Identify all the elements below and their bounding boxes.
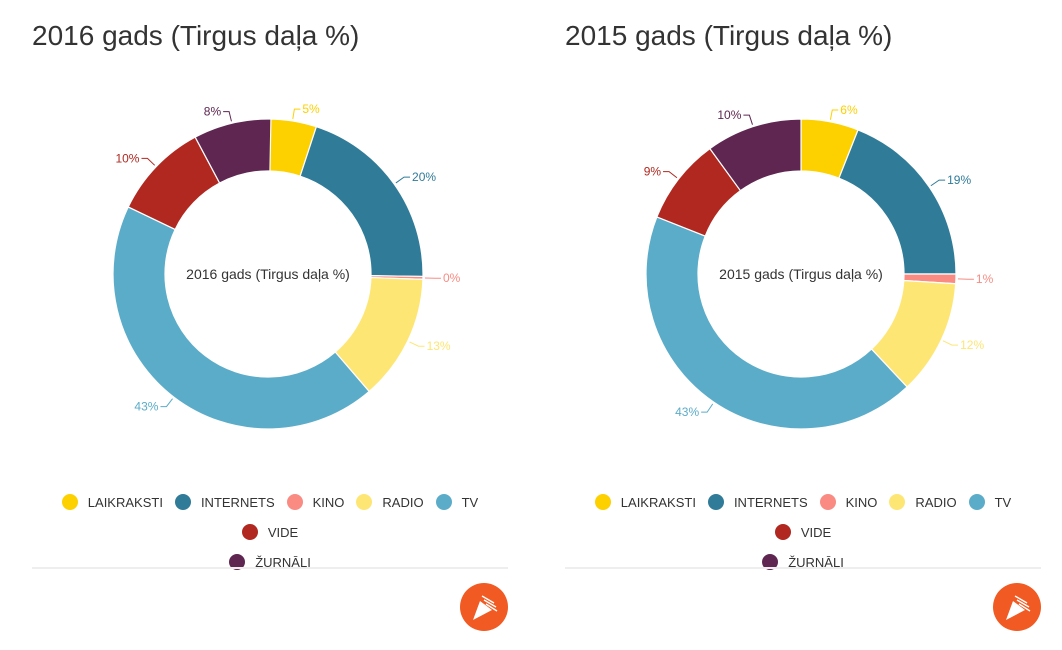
legend-label: ŽURNĀLI xyxy=(255,555,311,570)
legend: LAIKRAKSTI INTERNETS KINO RADIO TV VIDE ŽURNĀL… xyxy=(565,488,1041,578)
data-label-zurnali: 10% xyxy=(717,108,741,122)
label-leader-line xyxy=(743,114,753,125)
chart-title: 2015 gads (Tirgus daļa %) xyxy=(565,20,893,51)
chart-title: 2016 gads (Tirgus daļa %) xyxy=(32,20,360,51)
data-label-internets: 20% xyxy=(412,170,436,184)
label-leader-line xyxy=(942,340,959,346)
logo-stripe xyxy=(483,599,497,608)
chart-panel-2015: 2015 gads (Tirgus daļa %) 6% 19% 1% 12% 43% 9… xyxy=(565,0,1041,650)
donut-chart: 5% 20% 0% 13% 43% 10% 8% 2016 gads (Tirgus daļa… xyxy=(112,102,461,430)
legend-item-vide[interactable]: VIDE xyxy=(774,518,832,548)
label-leader-line xyxy=(395,176,411,184)
legend-swatch xyxy=(241,523,258,540)
slice-internets[interactable] xyxy=(299,125,424,278)
legend-item-zurnali[interactable]: ŽURNĀLI xyxy=(229,548,311,578)
slice-zurnali[interactable] xyxy=(709,118,802,192)
logo-stripe xyxy=(1018,603,1031,612)
logo-stripe xyxy=(485,603,498,612)
legend-label: VIDE xyxy=(267,525,299,540)
legend-label: RADIO xyxy=(382,495,424,510)
data-label-radio: 12% xyxy=(960,338,984,352)
divider xyxy=(32,567,508,569)
legend-item-laikraksti[interactable]: LAIKRAKSTI xyxy=(61,488,163,518)
legend-label: LAIKRAKSTI xyxy=(87,495,163,510)
legend-item-kino[interactable]: KINO xyxy=(286,488,345,518)
data-label-laikraksti: 5% xyxy=(302,102,320,116)
legend-label: RADIO xyxy=(915,495,957,510)
label-leader-line xyxy=(930,179,946,187)
legend-label: KINO xyxy=(845,495,878,510)
data-label-laikraksti: 6% xyxy=(840,103,858,117)
divider xyxy=(565,567,1041,569)
slice-tv[interactable] xyxy=(645,216,908,430)
legend-item-laikraksti[interactable]: LAIKRAKSTI xyxy=(594,488,696,518)
logo-stripe xyxy=(1016,599,1030,608)
legend-swatch xyxy=(435,493,452,510)
legend: LAIKRAKSTI INTERNETS KINO RADIO TV VIDE ŽURNĀL… xyxy=(32,488,508,578)
legend-swatch xyxy=(889,493,906,510)
data-label-kino: 1% xyxy=(976,272,994,286)
legend-item-radio[interactable]: RADIO xyxy=(889,488,957,518)
legend-label: INTERNETS xyxy=(200,495,275,510)
legend-swatch xyxy=(774,523,791,540)
legend-label: TV xyxy=(461,495,479,510)
legend-item-zurnali[interactable]: ŽURNĀLI xyxy=(762,548,844,578)
legend-swatch xyxy=(174,493,191,510)
data-label-tv: 43% xyxy=(134,400,158,414)
legend-swatch xyxy=(61,493,78,510)
legend-swatch xyxy=(707,493,724,510)
legend-label: VIDE xyxy=(800,525,832,540)
legend-swatch xyxy=(356,493,373,510)
donut-chart: 6% 19% 1% 12% 43% 9% 10% 2015 gads (Tirgus daļa… xyxy=(644,103,994,430)
label-leader-line xyxy=(409,341,425,347)
data-label-internets: 19% xyxy=(947,173,971,187)
data-label-tv: 43% xyxy=(675,405,699,419)
legend-label: TV xyxy=(994,495,1012,510)
legend-item-internets[interactable]: INTERNETS xyxy=(707,488,808,518)
slice-tv[interactable] xyxy=(112,206,371,430)
data-label-radio: 13% xyxy=(427,339,451,353)
center-label: 2016 gads (Tirgus daļa %) xyxy=(186,266,350,282)
data-label-zurnali: 8% xyxy=(204,105,222,119)
legend-label: KINO xyxy=(312,495,345,510)
legend-swatch xyxy=(968,493,985,510)
legend-item-kino[interactable]: KINO xyxy=(819,488,878,518)
brand-logo[interactable] xyxy=(460,583,508,631)
logo-arrow-icon xyxy=(1006,601,1025,620)
data-label-vide: 10% xyxy=(115,151,139,165)
legend-label: INTERNETS xyxy=(733,495,808,510)
chart-panel-2016: 2016 gads (Tirgus daļa %) 5% 20% 0% 13% 43% 1… xyxy=(32,0,508,650)
legend-item-tv[interactable]: TV xyxy=(968,488,1012,518)
legend-swatch xyxy=(229,553,246,570)
label-leader-line xyxy=(663,171,678,179)
legend-item-tv[interactable]: TV xyxy=(435,488,479,518)
slice-internets[interactable] xyxy=(838,129,957,275)
legend-swatch xyxy=(819,493,836,510)
logo-arrow-icon xyxy=(473,601,492,620)
center-label: 2015 gads (Tirgus daļa %) xyxy=(719,266,883,282)
legend-label: LAIKRAKSTI xyxy=(620,495,696,510)
data-label-kino: 0% xyxy=(443,271,461,285)
legend-swatch xyxy=(594,493,611,510)
legend-label: ŽURNĀLI xyxy=(788,555,844,570)
legend-item-vide[interactable]: VIDE xyxy=(241,518,299,548)
label-leader-line xyxy=(292,108,301,120)
label-leader-line xyxy=(160,398,173,408)
label-leader-line xyxy=(223,111,232,122)
legend-item-internets[interactable]: INTERNETS xyxy=(174,488,275,518)
brand-logo[interactable] xyxy=(993,583,1041,631)
label-leader-line xyxy=(829,109,839,120)
legend-swatch xyxy=(762,553,779,570)
data-label-vide: 9% xyxy=(644,165,662,179)
label-leader-line xyxy=(141,157,156,166)
slice-zurnali[interactable] xyxy=(194,118,272,184)
label-leader-line xyxy=(701,403,714,413)
logo-stripe xyxy=(481,595,495,604)
legend-swatch xyxy=(286,493,303,510)
logo-stripe xyxy=(1014,595,1028,604)
legend-item-radio[interactable]: RADIO xyxy=(356,488,424,518)
